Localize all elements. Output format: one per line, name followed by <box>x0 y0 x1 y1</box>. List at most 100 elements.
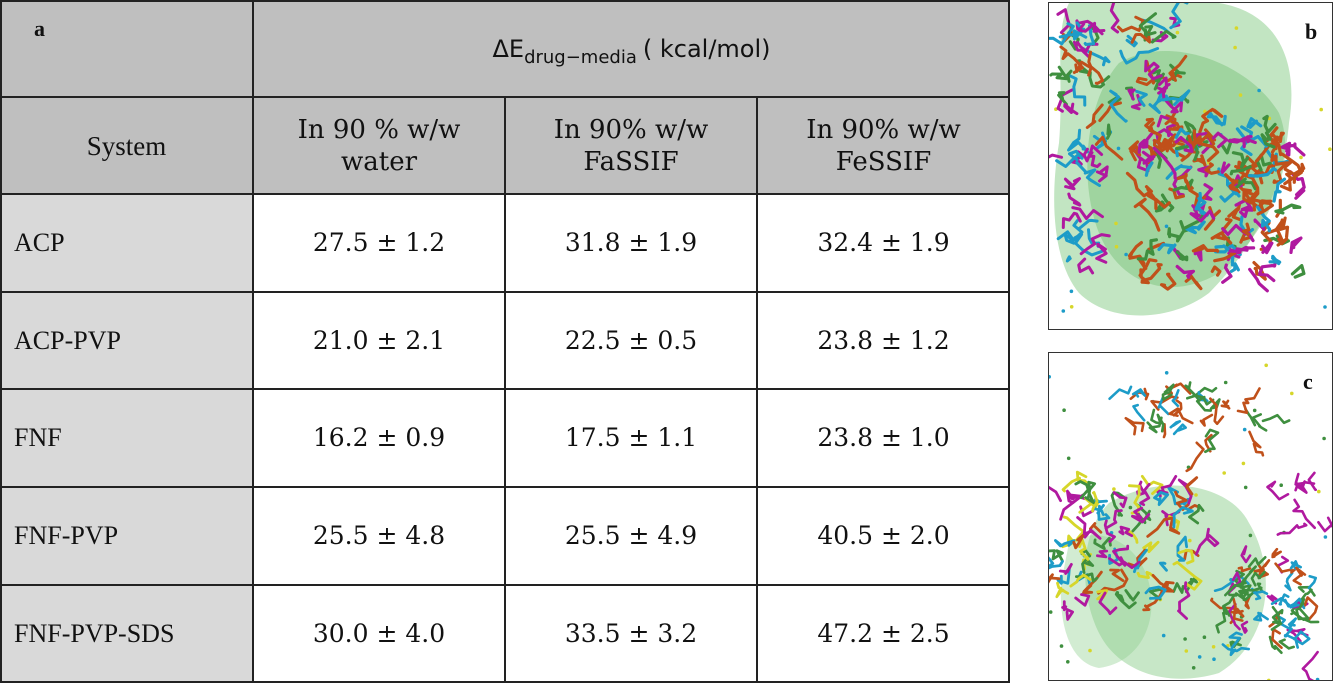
molecule-stick <box>1268 254 1282 266</box>
molecule-stick <box>1186 386 1218 400</box>
molecule-stick <box>1307 471 1318 492</box>
molecule-stick <box>1125 171 1154 198</box>
molecule-stick <box>1232 597 1244 622</box>
molecule-stick <box>1286 142 1306 157</box>
molecule-stick <box>1112 544 1130 567</box>
molecule-stick <box>1082 144 1104 163</box>
molecule-stick <box>1072 40 1091 59</box>
molecule-stick <box>1172 165 1193 197</box>
ion-dot <box>1279 483 1283 487</box>
molecule-stick <box>1136 570 1160 582</box>
column-header-fassif: In 90% w/w FaSSIF <box>505 97 757 194</box>
molecule-stick <box>1194 191 1207 211</box>
ion-dot <box>1323 535 1328 539</box>
molecule-stick <box>1091 491 1099 513</box>
molecule-stick <box>1128 484 1141 515</box>
grid-line <box>504 97 506 683</box>
molecule-stick <box>1171 389 1180 408</box>
molecule-stick <box>1276 229 1289 247</box>
molecular-snapshot-b: b <box>1049 3 1332 316</box>
molecule-stick <box>1061 600 1075 621</box>
molecule-stick <box>1103 519 1116 544</box>
molecule-stick <box>1250 570 1266 587</box>
molecule-stick <box>1065 255 1072 263</box>
ion-dot <box>1257 88 1261 93</box>
molecule-stick <box>1165 164 1192 180</box>
panel-label-b: b <box>1305 19 1317 44</box>
molecule-stick <box>1297 585 1316 597</box>
molecule-stick <box>1058 31 1082 39</box>
molecule-stick <box>1276 522 1308 536</box>
molecule-stick <box>1228 247 1249 253</box>
ion-dot <box>1184 649 1189 653</box>
molecule-stick <box>1132 403 1146 422</box>
molecule-stick <box>1228 631 1243 657</box>
molecule-stick <box>1169 3 1189 30</box>
molecule-stick <box>1184 273 1203 291</box>
ion-dot <box>1164 224 1169 229</box>
molecule-stick <box>1161 383 1175 401</box>
molecule-stick <box>1153 491 1170 507</box>
value-fessif: 23.8 ± 1.2 <box>757 292 1010 389</box>
molecule-stick <box>1089 24 1100 46</box>
molecule-stick <box>1197 133 1220 163</box>
molecule-stick <box>1185 476 1199 496</box>
title-delta-e: ΔE <box>492 34 525 63</box>
ion-dot <box>1323 305 1327 309</box>
molecule-stick <box>1085 103 1104 129</box>
molecule-stick <box>1097 568 1129 595</box>
molecule-stick <box>1192 393 1215 406</box>
molecule-stick <box>1137 131 1154 154</box>
molecule-stick <box>1087 50 1105 85</box>
molecule-stick <box>1272 177 1287 203</box>
molecule-stick <box>1266 480 1290 501</box>
molecule-stick <box>1288 170 1306 200</box>
molecule-stick <box>1258 258 1278 283</box>
molecule-stick <box>1260 131 1276 149</box>
molecule-stick <box>1141 150 1156 165</box>
molecule-stick <box>1177 581 1191 620</box>
ion-dot <box>1315 677 1320 680</box>
ion-dot <box>1164 371 1169 375</box>
molecule-stick <box>1242 180 1257 191</box>
grid-line <box>0 0 1010 2</box>
ion-dot <box>1049 375 1051 379</box>
molecule-stick <box>1220 161 1231 174</box>
molecule-stick <box>1303 596 1319 622</box>
column-header-fessif: In 90% w/w FeSSIF <box>757 97 1010 194</box>
molecule-stick <box>1195 395 1212 412</box>
molecule-stick <box>1112 491 1128 509</box>
molecule-stick <box>1098 101 1122 122</box>
molecule-stick <box>1266 594 1278 605</box>
ion-dot <box>1128 505 1133 510</box>
molecule-stick <box>1172 423 1187 436</box>
molecule-stick <box>1097 504 1111 521</box>
molecule-stick <box>1147 241 1166 251</box>
molecule-stick <box>1049 556 1064 570</box>
molecule-stick <box>1236 387 1261 415</box>
molecule-stick <box>1160 475 1178 496</box>
ion-dot <box>1222 471 1226 475</box>
ion-dot <box>1317 489 1321 494</box>
molecule-stick <box>1270 597 1298 608</box>
molecule-stick <box>1251 413 1268 432</box>
molecule-stick <box>1206 112 1227 127</box>
molecule-stick <box>1063 232 1078 245</box>
molecule-stick <box>1055 152 1081 168</box>
value-fessif: 32.4 ± 1.9 <box>757 194 1010 292</box>
ion-dot <box>1049 610 1053 614</box>
molecule-stick <box>1274 562 1298 574</box>
ion-dot <box>1161 633 1166 638</box>
molecule-stick <box>1240 620 1249 634</box>
molecule-stick <box>1136 238 1159 261</box>
molecule-stick <box>1229 262 1240 273</box>
molecule-stick <box>1049 549 1064 562</box>
molecule-stick <box>1274 203 1302 215</box>
molecule-stick <box>1169 63 1186 81</box>
energy-column-title: ΔE drug−media( kcal/mol) <box>253 0 1010 97</box>
molecule-stick <box>1229 165 1252 176</box>
value-water: 25.5 ± 4.8 <box>253 487 505 585</box>
molecule-stick <box>1294 481 1316 488</box>
molecule-stick <box>1066 73 1087 107</box>
molecule-stick <box>1168 187 1185 200</box>
